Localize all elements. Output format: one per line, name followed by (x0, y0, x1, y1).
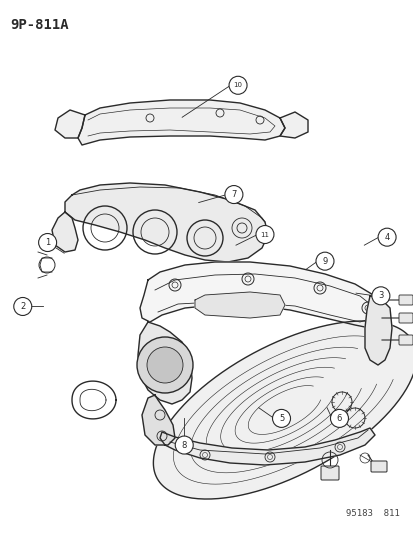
Text: 9P-811A: 9P-811A (10, 18, 69, 32)
FancyBboxPatch shape (398, 313, 412, 323)
Circle shape (38, 233, 57, 252)
Circle shape (315, 252, 333, 270)
Polygon shape (142, 395, 175, 445)
Text: 10: 10 (233, 82, 242, 88)
Polygon shape (140, 262, 381, 328)
Polygon shape (55, 110, 85, 138)
Polygon shape (195, 292, 284, 318)
Circle shape (175, 436, 193, 454)
FancyBboxPatch shape (398, 295, 412, 305)
Circle shape (330, 409, 348, 427)
Polygon shape (153, 321, 413, 499)
Text: 3: 3 (377, 292, 382, 300)
Polygon shape (52, 212, 78, 252)
FancyBboxPatch shape (320, 466, 338, 480)
Text: 9: 9 (322, 257, 327, 265)
Circle shape (228, 76, 247, 94)
Polygon shape (364, 296, 391, 365)
Text: 4: 4 (384, 233, 389, 241)
Polygon shape (78, 100, 284, 145)
Text: 95183  811: 95183 811 (345, 509, 399, 518)
Polygon shape (279, 112, 307, 138)
Text: 11: 11 (260, 231, 269, 238)
Circle shape (14, 297, 32, 316)
Circle shape (224, 185, 242, 204)
Text: 6: 6 (336, 414, 341, 423)
Polygon shape (65, 183, 267, 262)
Text: 7: 7 (231, 190, 236, 199)
FancyBboxPatch shape (370, 461, 386, 472)
Polygon shape (159, 428, 374, 465)
Text: 5: 5 (278, 414, 283, 423)
Circle shape (377, 228, 395, 246)
Circle shape (255, 225, 273, 244)
Text: 8: 8 (181, 441, 186, 449)
Text: 2: 2 (20, 302, 25, 311)
Text: 1: 1 (45, 238, 50, 247)
FancyBboxPatch shape (398, 335, 412, 345)
Circle shape (147, 347, 183, 383)
Circle shape (137, 337, 192, 393)
Circle shape (272, 409, 290, 427)
Polygon shape (138, 322, 192, 404)
Circle shape (371, 287, 389, 305)
